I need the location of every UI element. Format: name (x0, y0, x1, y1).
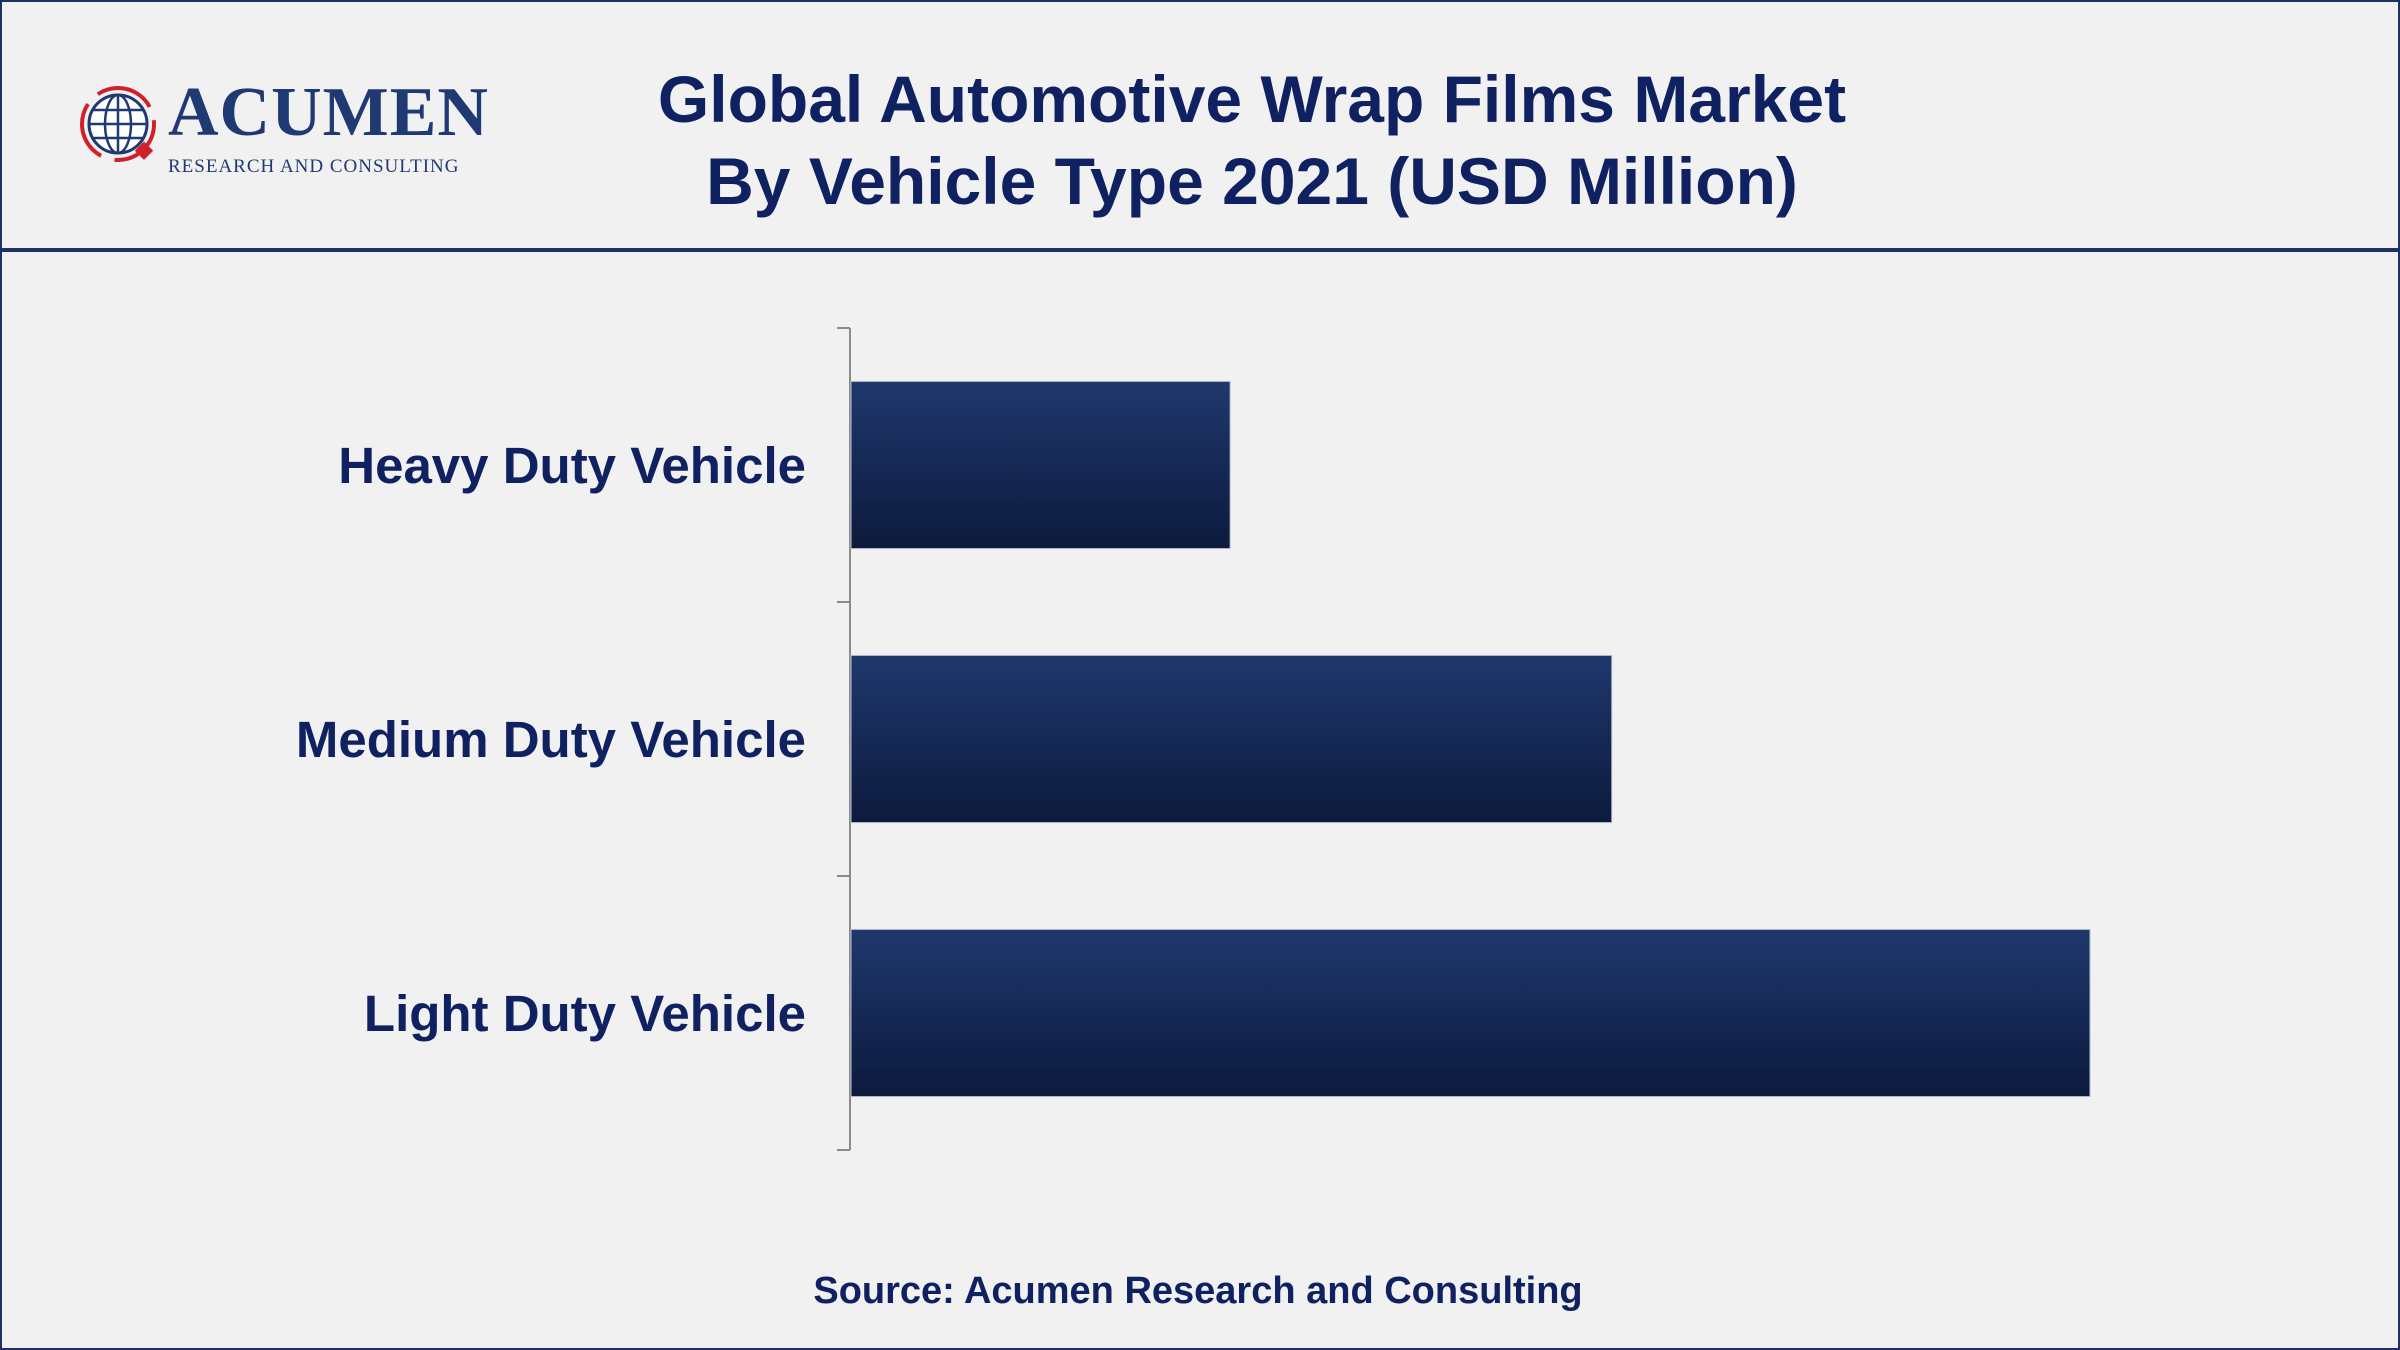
title-line-1: Global Automotive Wrap Films Market (657, 62, 1847, 136)
brand-tagline: RESEARCH AND CONSULTING (168, 156, 460, 177)
category-label: Light Duty Vehicle (364, 985, 806, 1042)
header-divider (2, 248, 2398, 252)
bar-light-duty-vehicle (850, 928, 2091, 1098)
page-title: Global Automotive Wrap Films Market By V… (502, 58, 2002, 222)
category-label: Medium Duty Vehicle (296, 711, 806, 768)
source-note: Source: Acumen Research and Consulting (813, 1270, 1583, 1312)
brand-name: ACUMEN (168, 74, 489, 151)
header: ACUMEN RESEARCH AND CONSULTING Global Au… (2, 2, 2398, 248)
title-line-2: By Vehicle Type 2021 (USD Million) (706, 144, 1798, 218)
bar-heavy-duty-vehicle (850, 380, 1231, 550)
category-label: Heavy Duty Vehicle (338, 437, 806, 494)
globe-logo-icon (80, 86, 156, 162)
bar-medium-duty-vehicle (850, 654, 1613, 824)
brand-logo: ACUMEN RESEARCH AND CONSULTING (78, 76, 488, 186)
